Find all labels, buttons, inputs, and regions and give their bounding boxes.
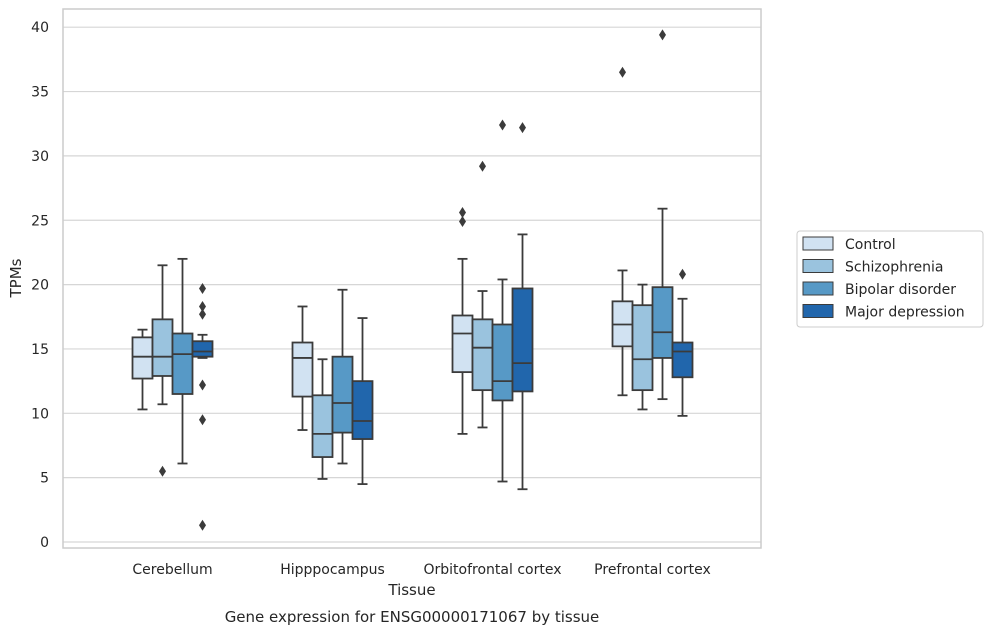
legend-label: Bipolar disorder: [845, 282, 956, 298]
legend-label: Control: [845, 237, 896, 253]
outlier-point: [199, 300, 206, 312]
box-body: [511, 287, 534, 393]
box-major-depression: [671, 268, 694, 417]
x-tick-label: Cerebellum: [132, 562, 212, 578]
outlier-point: [199, 519, 206, 531]
box-body: [471, 318, 494, 392]
x-tick-label: Hipppocampus: [280, 562, 385, 578]
y-axis-label: TPMs: [7, 258, 25, 298]
outlier-point: [519, 122, 526, 134]
y-tick-label: 25: [31, 213, 49, 229]
box-schizophrenia: [151, 264, 174, 477]
box-body: [331, 355, 354, 434]
y-tick-label: 20: [31, 278, 49, 294]
box-body: [631, 304, 654, 392]
box-control: [451, 207, 474, 435]
box-body: [171, 332, 194, 395]
box-body: [351, 380, 374, 440]
box-body: [491, 323, 514, 402]
y-tick-label: 30: [31, 149, 49, 165]
outlier-point: [199, 308, 206, 320]
box-major-depression: [351, 317, 374, 485]
box-bipolar-disorder: [331, 288, 354, 465]
y-tick-label: 35: [31, 85, 49, 101]
y-tick-label: 5: [40, 471, 49, 487]
legend-label: Major depression: [845, 305, 965, 321]
outlier-point: [679, 268, 686, 280]
box-bipolar-disorder: [171, 257, 194, 465]
box-body: [671, 341, 694, 379]
legend-swatch: [802, 304, 834, 318]
box-body: [191, 340, 214, 358]
box-schizophrenia: [631, 283, 654, 411]
outlier-point: [459, 207, 466, 219]
legend-label: Schizophrenia: [845, 260, 943, 276]
y-axis-ticks: 0 5 10 15 20 25 30 35 40: [31, 20, 49, 551]
outlier-point: [199, 414, 206, 426]
box-body: [291, 341, 314, 398]
outlier-point: [479, 160, 486, 172]
x-axis-ticks: Cerebellum Hipppocampus Orbitofrontal cort…: [132, 562, 710, 578]
box-control: [291, 305, 314, 431]
outlier-point: [659, 29, 666, 41]
y-tick-label: 40: [31, 20, 49, 36]
box-body: [151, 318, 174, 377]
box-body: [131, 336, 154, 380]
legend-swatch: [802, 236, 834, 251]
x-axis-label: Tissue: [387, 581, 435, 599]
outlier-point: [199, 282, 206, 294]
x-tick-label: Orbitofrontal cortex: [424, 562, 562, 578]
outlier-point: [619, 66, 626, 78]
legend-frame: [796, 230, 984, 328]
y-tick-label: 15: [31, 342, 49, 358]
box-body: [311, 394, 334, 458]
legend-swatch: [802, 281, 834, 296]
box-body: [651, 286, 674, 359]
box-schizophrenia: [311, 358, 334, 480]
gridlines: [63, 26, 761, 543]
box-bipolar-disorder: [491, 119, 514, 483]
box-control: [131, 328, 154, 411]
outlier-point: [459, 216, 466, 228]
y-tick-label: 0: [40, 535, 49, 551]
box-major-depression: [511, 122, 534, 491]
legend-swatch: [802, 259, 834, 273]
box-bipolar-disorder: [651, 29, 674, 401]
box-schizophrenia: [471, 160, 494, 429]
chart-caption: Gene expression for ENSG00000171067 by t…: [225, 608, 600, 626]
x-tick-label: Prefrontal cortex: [594, 562, 711, 578]
plot-frame: [62, 8, 762, 549]
outlier-point: [499, 119, 506, 131]
y-tick-label: 10: [31, 406, 49, 422]
legend: Control Schizophrenia Bipolar disorder Majo…: [796, 230, 984, 328]
outlier-point: [159, 465, 166, 477]
box-major-depression: [191, 282, 214, 531]
outlier-point: [199, 379, 206, 391]
box-series: [131, 29, 694, 531]
box-control: [611, 66, 634, 397]
box-body: [451, 314, 474, 374]
